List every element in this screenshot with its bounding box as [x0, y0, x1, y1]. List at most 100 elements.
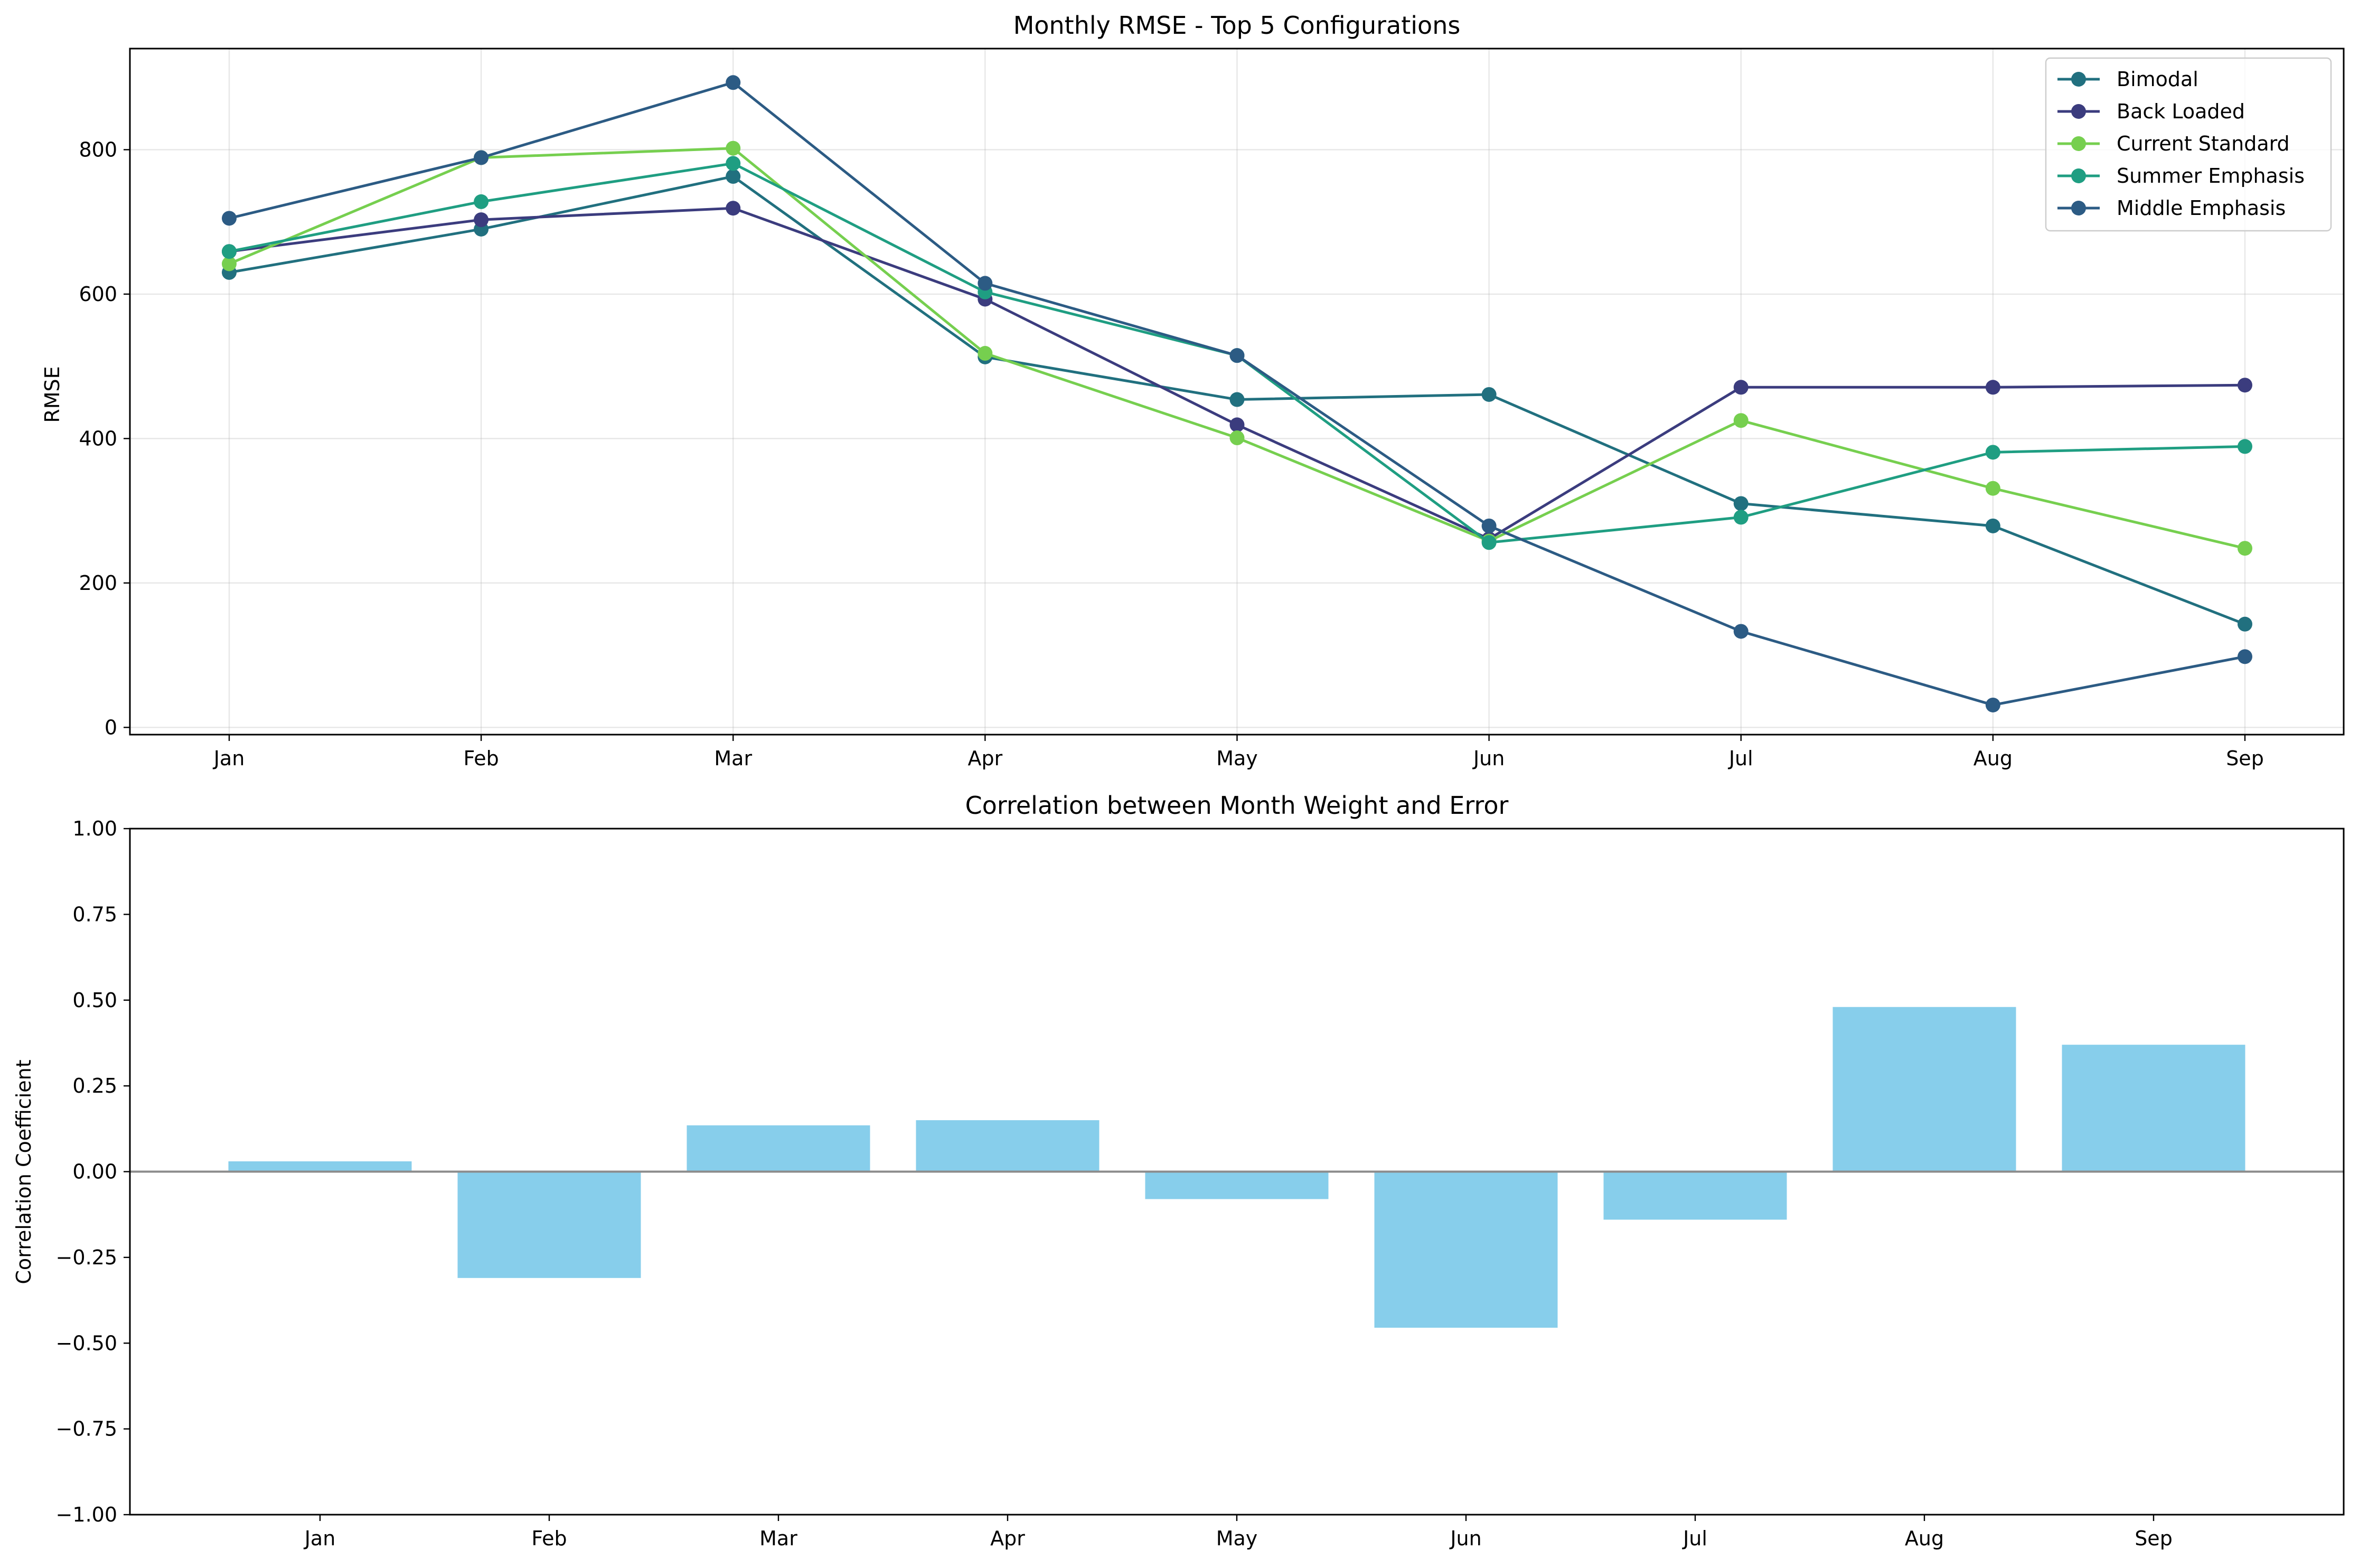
legend-marker — [2071, 136, 2086, 151]
data-point — [726, 201, 741, 216]
top-y-tick-label: 0 — [105, 716, 117, 739]
data-point — [222, 256, 237, 271]
data-point — [1481, 535, 1497, 550]
data-point — [726, 169, 741, 184]
data-point — [1481, 518, 1497, 533]
data-point — [978, 276, 993, 291]
data-point — [1985, 380, 2000, 395]
top-x-tick-label: Mar — [714, 747, 752, 770]
top-chart-y-label: RMSE — [41, 366, 64, 422]
data-point — [2238, 649, 2252, 664]
data-point — [726, 75, 741, 90]
rmse-line-chart: Monthly RMSE - Top 5 Configurations RMSE… — [41, 11, 2345, 770]
top-y-tick-label: 200 — [79, 571, 117, 595]
bottom-y-tick-label: 0.50 — [72, 989, 117, 1012]
bar-jan — [228, 1161, 412, 1172]
top-y-tick-label: 600 — [79, 283, 117, 306]
data-point — [222, 244, 237, 259]
data-point — [726, 140, 741, 156]
bar-feb — [457, 1171, 641, 1278]
bar-jun — [1374, 1171, 1558, 1328]
data-point — [726, 156, 741, 171]
data-point — [474, 194, 489, 209]
bottom-x-tick-label: Sep — [2135, 1527, 2173, 1550]
bottom-x-tick-label: Jul — [1682, 1527, 1707, 1550]
legend-marker — [2071, 201, 2086, 215]
data-point — [1733, 413, 1749, 428]
top-x-tick-label: Aug — [1973, 747, 2013, 770]
top-x-tick-label: Jun — [1472, 747, 1505, 770]
bottom-y-tick-label: −0.50 — [56, 1331, 117, 1355]
top-x-tick-label: Jan — [213, 747, 245, 770]
top-x-tick-label: Sep — [2226, 747, 2264, 770]
bottom-chart-frame — [129, 828, 2345, 1516]
data-point — [1481, 387, 1497, 402]
bottom-y-tick-label: 1.00 — [72, 817, 117, 840]
series-current-standard — [222, 140, 2252, 556]
bar-mar — [687, 1125, 870, 1172]
legend-marker — [2071, 168, 2086, 183]
bottom-x-tick-label: Apr — [990, 1527, 1025, 1550]
bottom-y-tick-label: 0.25 — [72, 1074, 117, 1097]
bottom-y-tick-label: −0.75 — [56, 1417, 117, 1441]
top-chart-series — [222, 75, 2252, 712]
bottom-x-tick-label: May — [1216, 1527, 1258, 1550]
data-point — [1733, 624, 1749, 639]
bottom-x-tick-label: Jan — [304, 1527, 336, 1550]
bottom-chart-x-ticks: Jan Feb Mar Apr May Jun Jul Aug Sep — [304, 1515, 2173, 1550]
data-point — [1733, 510, 1749, 525]
top-x-tick-label: Jul — [1728, 747, 1753, 770]
bottom-y-tick-label: −0.25 — [56, 1246, 117, 1269]
data-point — [1985, 518, 2000, 533]
bottom-y-tick-label: 0.75 — [72, 903, 117, 926]
legend-label: Bimodal — [2117, 68, 2198, 91]
legend-box — [2045, 57, 2332, 232]
bottom-x-tick-label: Mar — [759, 1527, 797, 1550]
bar-jul — [1603, 1171, 1787, 1220]
data-point — [2238, 616, 2252, 632]
legend-item: Summer Emphasis — [2057, 164, 2305, 187]
data-point — [1229, 417, 1245, 433]
legend-item: Middle Emphasis — [2057, 196, 2286, 220]
data-point — [978, 346, 993, 361]
legend-label: Back Loaded — [2117, 100, 2245, 123]
data-point — [1985, 697, 2000, 712]
top-chart-title: Monthly RMSE - Top 5 Configurations — [1013, 11, 1461, 40]
legend-label: Summer Emphasis — [2117, 164, 2305, 187]
data-point — [1985, 445, 2000, 460]
legend-marker — [2071, 72, 2086, 87]
data-point — [2238, 439, 2252, 454]
legend-label: Middle Emphasis — [2117, 196, 2286, 220]
legend-item: Current Standard — [2057, 132, 2290, 155]
bottom-x-tick-label: Jun — [1449, 1527, 1481, 1550]
bottom-y-tick-label: 0.00 — [72, 1160, 117, 1184]
bar-apr — [916, 1120, 1099, 1172]
data-point — [474, 150, 489, 165]
top-x-tick-label: Apr — [968, 747, 1003, 770]
legend-label: Current Standard — [2117, 132, 2290, 155]
series-middle-emphasis — [222, 75, 2252, 712]
bottom-chart-y-label: Correlation Coefficient — [12, 1059, 35, 1284]
data-point — [1229, 392, 1245, 407]
top-chart-frame — [129, 48, 2345, 736]
data-point — [2238, 541, 2252, 556]
data-point — [2238, 378, 2252, 393]
bar-sep — [2062, 1045, 2245, 1172]
bar-may — [1145, 1171, 1329, 1199]
data-point — [474, 212, 489, 228]
bottom-chart-bars — [228, 1007, 2245, 1328]
top-x-tick-label: Feb — [463, 747, 499, 770]
data-point — [1985, 481, 2000, 496]
legend-item: Back Loaded — [2057, 100, 2245, 123]
bottom-x-tick-label: Aug — [1905, 1527, 1944, 1550]
top-chart-x-ticks: Jan Feb Mar Apr May Jun Jul Aug Sep — [213, 735, 2264, 770]
data-point — [1229, 430, 1245, 446]
legend-item: Bimodal — [2057, 68, 2198, 91]
top-y-tick-label: 400 — [79, 427, 117, 450]
data-point — [1733, 380, 1749, 395]
legend: Bimodal Back Loaded Current Standard Summer… — [2045, 57, 2332, 232]
top-chart-y-ticks: 0 200 400 600 800 — [79, 138, 130, 739]
bottom-x-tick-label: Feb — [531, 1527, 567, 1550]
